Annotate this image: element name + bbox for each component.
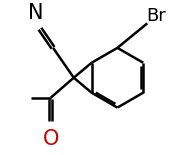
Text: O: O — [43, 129, 60, 149]
Text: Br: Br — [146, 7, 166, 25]
Text: N: N — [28, 3, 44, 23]
